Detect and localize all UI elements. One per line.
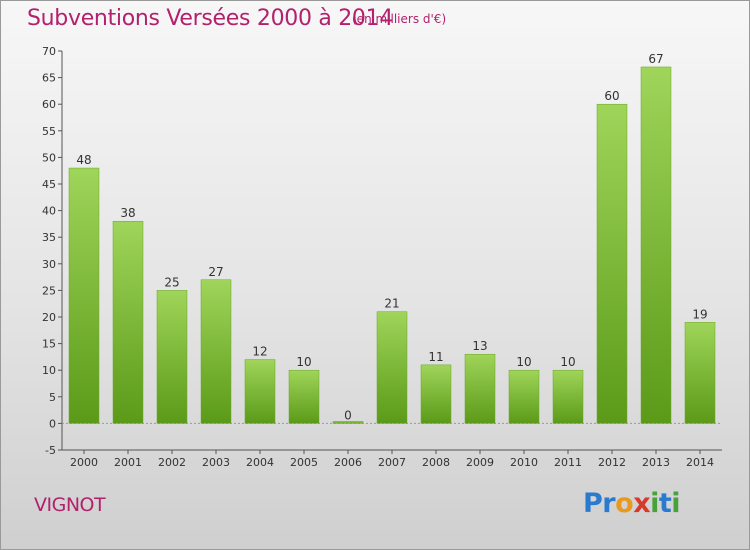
logo-letter: o (615, 488, 634, 519)
bar-2012 (596, 103, 628, 424)
logo-letter: t (658, 488, 672, 519)
y-tick-label: 25 (42, 284, 56, 297)
y-tick-label: 50 (42, 151, 56, 164)
logo-letter: r (602, 488, 616, 519)
chart-title: Subventions Versées 2000 à 2014 (27, 6, 394, 31)
bar-2011 (552, 369, 584, 424)
data-label-2009: 13 (472, 339, 487, 353)
y-tick-label: 70 (42, 45, 56, 58)
y-tick-label: 40 (42, 205, 56, 218)
data-label-2013: 67 (648, 52, 663, 66)
bar-2007 (376, 311, 408, 424)
logo-letter: x (633, 488, 651, 519)
bar-2009 (464, 353, 496, 424)
data-label-2002: 25 (164, 275, 179, 289)
data-label-2014: 19 (692, 307, 707, 321)
y-tick-label: 5 (49, 391, 56, 404)
bar-2005 (288, 369, 320, 424)
bar-2003 (200, 279, 232, 424)
x-tick-label-2013: 2013 (642, 456, 670, 469)
bar-2004 (244, 359, 276, 424)
data-label-2011: 10 (560, 355, 575, 369)
x-tick-label-2002: 2002 (158, 456, 186, 469)
data-label-2006: 0 (344, 408, 352, 422)
data-label-2008: 11 (428, 350, 443, 364)
data-label-2000: 48 (76, 153, 91, 167)
bar-2006 (332, 421, 364, 424)
bar-2001 (112, 220, 144, 424)
x-tick-label-2009: 2009 (466, 456, 494, 469)
y-tick-label: 45 (42, 178, 56, 191)
data-label-2001: 38 (120, 206, 135, 220)
y-tick-label: 10 (42, 364, 56, 377)
bar-2002 (156, 290, 188, 424)
y-tick-label: -5 (45, 444, 56, 457)
x-tick-label-2001: 2001 (114, 456, 142, 469)
y-tick-label: 15 (42, 338, 56, 351)
x-tick-label-2010: 2010 (510, 456, 538, 469)
y-tick-label: 60 (42, 98, 56, 111)
data-label-2010: 10 (516, 355, 531, 369)
data-label-2007: 21 (384, 297, 399, 311)
bar-2010 (508, 369, 540, 424)
x-tick-label-2007: 2007 (378, 456, 406, 469)
bar-2013 (640, 66, 672, 424)
bar-2000 (68, 167, 100, 424)
logo-letter: i (671, 488, 681, 519)
x-tick-label-2004: 2004 (246, 456, 274, 469)
x-tick-label-2003: 2003 (202, 456, 230, 469)
y-tick-label: 0 (49, 417, 56, 430)
data-label-2004: 12 (252, 345, 267, 359)
logo-letter: P (583, 488, 603, 519)
y-tick-label: 20 (42, 311, 56, 324)
x-tick-label-2014: 2014 (686, 456, 714, 469)
x-tick-label-2011: 2011 (554, 456, 582, 469)
x-tick-label-2006: 2006 (334, 456, 362, 469)
x-tick-label-2005: 2005 (290, 456, 318, 469)
x-tick-label-2008: 2008 (422, 456, 450, 469)
commune-name: VIGNOT (34, 494, 106, 516)
data-label-2003: 27 (208, 265, 223, 279)
data-label-2005: 10 (296, 355, 311, 369)
y-tick-label: 55 (42, 125, 56, 138)
bar-2008 (420, 364, 452, 424)
y-tick-label: 35 (42, 231, 56, 244)
logo-letter: i (650, 488, 659, 519)
y-tick-label: 30 (42, 258, 56, 271)
proxiti-logo[interactable]: Proxiti (583, 488, 681, 519)
y-tick-label: 65 (42, 72, 56, 85)
x-tick-label-2012: 2012 (598, 456, 626, 469)
bar-2014 (684, 322, 716, 424)
chart-subtitle: (en milliers d'€) (352, 12, 447, 26)
x-tick-label-2000: 2000 (70, 456, 98, 469)
data-label-2012: 60 (604, 89, 619, 103)
